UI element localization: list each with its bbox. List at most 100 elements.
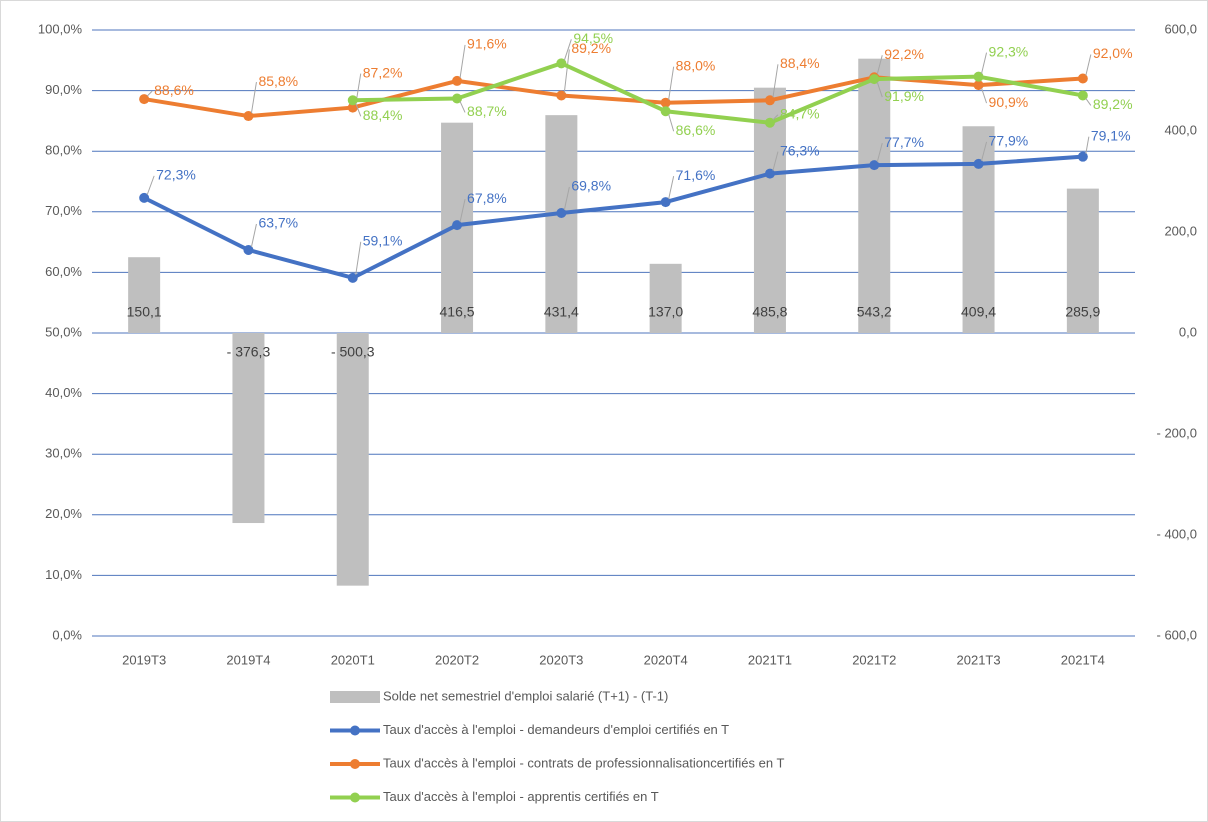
data-label: 67,8%	[467, 190, 507, 206]
leader-line	[355, 103, 362, 117]
y-tick-label: 0,0%	[52, 627, 82, 642]
leader-line	[459, 199, 466, 223]
marker	[973, 71, 984, 82]
bar-label: 543,2	[857, 304, 892, 320]
leader-line	[1085, 98, 1092, 106]
leader-line	[1085, 54, 1092, 76]
legend-label: Taux d'accès à l'emploi - demandeurs d'e…	[383, 722, 729, 737]
leader-line	[1085, 136, 1090, 154]
bar	[232, 333, 265, 524]
data-label: 89,2%	[571, 40, 611, 56]
leader-line	[772, 151, 779, 171]
marker	[347, 102, 358, 113]
data-label: 79,1%	[1091, 127, 1131, 143]
marker	[869, 160, 880, 171]
bar-label: - 376,3	[227, 344, 271, 360]
y-tick-label: 100,0%	[38, 21, 83, 36]
marker	[660, 106, 671, 117]
x-tick-label: 2021T1	[748, 652, 792, 667]
data-label: 77,7%	[884, 134, 924, 150]
leader-line	[355, 241, 362, 275]
marker	[869, 74, 880, 85]
data-label: 88,0%	[676, 57, 716, 73]
marker	[1077, 73, 1088, 84]
data-label: 85,8%	[258, 73, 298, 89]
marker	[764, 168, 775, 179]
data-label: 91,9%	[884, 88, 924, 104]
x-tick-label: 2019T3	[122, 652, 166, 667]
legend-label: Solde net semestriel d'emploi salarié (T…	[383, 688, 668, 703]
leader-line	[459, 101, 466, 113]
marker	[973, 158, 984, 169]
leader-line	[146, 90, 153, 97]
marker	[556, 90, 567, 101]
x-tick-label: 2021T4	[1061, 652, 1105, 667]
data-label: 89,2%	[1093, 96, 1133, 112]
marker	[139, 94, 150, 105]
leader-line	[981, 52, 988, 74]
leader-line	[250, 223, 257, 248]
marker	[764, 117, 775, 128]
data-label: 90,9%	[989, 94, 1029, 110]
marker	[764, 95, 775, 106]
bar	[336, 333, 369, 586]
leader-line	[772, 64, 779, 98]
marker	[452, 93, 463, 104]
data-label: 84,7%	[780, 105, 820, 121]
legend-label: Taux d'accès à l'emploi - contrats de pr…	[383, 755, 784, 770]
legend-swatch	[330, 691, 380, 703]
marker	[139, 192, 150, 203]
data-label: 92,2%	[884, 46, 924, 62]
line	[352, 61, 1084, 125]
marker	[452, 75, 463, 86]
x-tick-label: 2020T3	[539, 652, 583, 667]
x-tick-label: 2019T4	[226, 652, 270, 667]
leader-line	[876, 81, 883, 98]
leader-line	[981, 87, 988, 104]
leader-line	[563, 186, 570, 211]
bar	[753, 87, 786, 334]
y-tick-label: 30,0%	[45, 446, 82, 461]
bar	[128, 257, 161, 333]
data-label: 59,1%	[363, 233, 403, 249]
marker	[347, 272, 358, 283]
y-tick-label: 70,0%	[45, 203, 82, 218]
y2-tick-label: - 200,0	[1157, 425, 1197, 440]
bar-label: 409,4	[961, 304, 996, 320]
leader-line	[563, 39, 572, 61]
data-label: 91,6%	[467, 36, 507, 52]
bar	[649, 263, 682, 333]
legend-label: Taux d'accès à l'emploi - apprentis cert…	[383, 789, 659, 804]
bar-label: - 500,3	[331, 344, 375, 360]
marker	[452, 220, 463, 231]
bar-label: 431,4	[544, 304, 579, 320]
leader-line	[250, 81, 257, 114]
data-label: 92,3%	[989, 43, 1029, 59]
y-tick-label: 60,0%	[45, 264, 82, 279]
y2-tick-label: 200,0	[1164, 223, 1197, 238]
legend-swatch	[350, 792, 360, 803]
data-label: 71,6%	[676, 167, 716, 183]
legend-swatch	[350, 725, 360, 736]
y2-tick-label: 0,0	[1179, 324, 1197, 339]
y-tick-label: 10,0%	[45, 567, 82, 582]
bar-label: 485,8	[752, 304, 787, 320]
line	[143, 154, 1083, 280]
marker	[660, 197, 671, 208]
bar	[858, 58, 891, 334]
leader-line	[146, 175, 155, 196]
leader-line	[876, 143, 883, 163]
data-label: 86,6%	[676, 122, 716, 138]
y2-tick-label: - 400,0	[1157, 526, 1197, 541]
marker	[556, 208, 567, 219]
marker	[243, 244, 254, 255]
data-label: 88,6%	[154, 82, 194, 98]
bar	[962, 126, 995, 334]
y-tick-label: 50,0%	[45, 324, 82, 339]
marker	[973, 80, 984, 91]
legend-swatch	[350, 759, 360, 769]
y-tick-label: 20,0%	[45, 506, 82, 521]
marker	[1077, 90, 1088, 101]
